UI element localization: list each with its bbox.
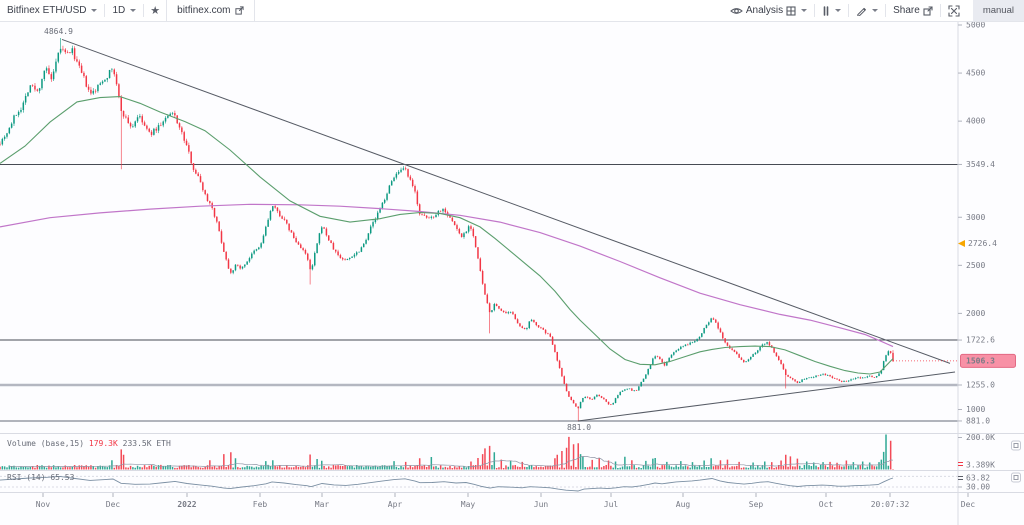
svg-text:Aug: Aug <box>676 500 691 509</box>
volume-secondary-value: 233.5K ETH <box>122 439 171 448</box>
moving-averages-layer <box>0 96 894 375</box>
mode-badge[interactable]: manual <box>972 0 1024 21</box>
svg-text:2022: 2022 <box>177 500 196 509</box>
svg-text:Jun: Jun <box>534 500 549 509</box>
svg-text:1506.3: 1506.3 <box>966 356 995 365</box>
volume-legend-title: Volume (base,15) <box>7 439 85 448</box>
draw-button[interactable] <box>849 0 885 21</box>
rsi-line <box>0 475 894 492</box>
chevron-down-icon <box>835 9 842 12</box>
svg-text:2000: 2000 <box>966 309 985 318</box>
volume-ma-line <box>9 456 894 468</box>
fullscreen-expand-icon <box>948 4 960 17</box>
pane-separators[interactable] <box>0 433 1024 493</box>
svg-text:Dec: Dec <box>106 500 121 509</box>
symbol-selector[interactable]: Bitfinex ETH/USD <box>0 0 104 21</box>
ma-fast-line <box>0 96 894 375</box>
layout-grid-icon <box>786 5 796 16</box>
svg-text:3.389K: 3.389K <box>966 461 995 470</box>
svg-text:Dec: Dec <box>961 500 976 509</box>
chevron-down-icon <box>872 9 879 12</box>
rsi-legend[interactable]: RSI (14) 65.53 <box>7 473 74 482</box>
share-label: Share <box>893 5 920 16</box>
svg-text:Mar: Mar <box>315 500 330 509</box>
svg-text:Jul: Jul <box>604 500 619 509</box>
volume-pane-button[interactable] <box>1011 440 1021 451</box>
rsi-layer <box>0 475 958 492</box>
svg-text:2726.4: 2726.4 <box>968 239 997 248</box>
trendlines-layer[interactable] <box>61 38 956 422</box>
rsi-current-value: 65.53 <box>50 473 75 482</box>
svg-text:2500: 2500 <box>966 261 985 270</box>
toolbar-divider <box>814 4 816 17</box>
svg-text:Sep: Sep <box>749 500 764 509</box>
volume-axis-labels: 200.0K 3.389K <box>958 433 995 470</box>
svg-text:5000: 5000 <box>966 21 985 30</box>
toolbar-divider <box>939 4 941 17</box>
chevron-down-icon <box>91 9 98 12</box>
svg-text:1722.6: 1722.6 <box>966 336 995 345</box>
alert-marker[interactable]: 2726.4 <box>958 239 997 248</box>
svg-text:Oct: Oct <box>819 500 834 509</box>
svg-text:1255.0: 1255.0 <box>966 381 995 390</box>
share-button[interactable]: Share <box>886 0 940 21</box>
svg-text:63.82: 63.82 <box>966 474 990 483</box>
pencil-icon <box>856 5 867 16</box>
svg-text:Nov: Nov <box>36 500 51 509</box>
interval-selector[interactable]: 1D <box>105 0 143 21</box>
time-axis[interactable]: Nov Dec 2022 Feb Mar Apr May Jun Jul Aug Sep Oct 20:… <box>36 493 976 509</box>
eye-icon <box>730 6 743 16</box>
analysis-button[interactable]: Analysis <box>723 0 814 21</box>
svg-text:May: May <box>461 500 476 509</box>
rsi-legend-title: RSI (14) <box>7 473 46 482</box>
volume-legend[interactable]: Volume (base,15) 179.3K 233.5K ETH <box>7 439 171 448</box>
alert-arrow-icon <box>958 240 965 248</box>
chevron-down-icon <box>801 9 808 12</box>
toolbar-divider <box>848 4 850 17</box>
pause-icon <box>822 5 830 16</box>
share-export-icon <box>923 5 933 16</box>
link-tab-label: bitfinex.com <box>177 5 231 16</box>
low-price-label: 881.0 <box>567 423 592 432</box>
interval-label: 1D <box>112 5 126 16</box>
svg-text:1000: 1000 <box>966 405 985 414</box>
favorite-star-icon[interactable]: ★ <box>150 5 161 17</box>
svg-text:Apr: Apr <box>388 500 403 509</box>
toolbar-divider <box>104 4 106 17</box>
rsi-pane-button[interactable] <box>1011 472 1021 483</box>
external-link-icon <box>234 6 244 15</box>
svg-text:4500: 4500 <box>966 69 985 78</box>
last-price-axis-label: 1506.3 <box>960 353 1016 368</box>
svg-text:30.00: 30.00 <box>966 483 990 492</box>
analysis-label: Analysis <box>745 5 784 16</box>
svg-text:881.0: 881.0 <box>966 416 990 425</box>
candles-layer <box>0 37 894 421</box>
high-price-label: 4864.9 <box>44 27 73 36</box>
volume-current-value: 179.3K <box>88 439 118 448</box>
svg-text:4000: 4000 <box>966 117 985 126</box>
svg-text:200.0K: 200.0K <box>966 433 995 442</box>
volume-bars-layer <box>0 434 894 470</box>
bitfinex-link-tab[interactable]: bitfinex.com <box>166 0 255 21</box>
svg-text:20:07:32: 20:07:32 <box>871 500 910 509</box>
toolbar-divider <box>143 4 145 17</box>
top-toolbar: Bitfinex ETH/USD 1D ★ bitfinex.com Analy… <box>0 0 1024 22</box>
price-levels-layer <box>0 163 958 422</box>
svg-text:3000: 3000 <box>966 213 985 222</box>
svg-text:Feb: Feb <box>253 500 268 509</box>
fullscreen-button[interactable] <box>941 0 967 21</box>
symbol-label: Bitfinex ETH/USD <box>7 5 87 16</box>
chevron-down-icon <box>130 9 137 12</box>
chart-style-button[interactable] <box>815 0 848 21</box>
ma-slow-line <box>0 203 894 348</box>
svg-text:3549.4: 3549.4 <box>966 160 995 169</box>
toolbar-divider <box>885 4 887 17</box>
